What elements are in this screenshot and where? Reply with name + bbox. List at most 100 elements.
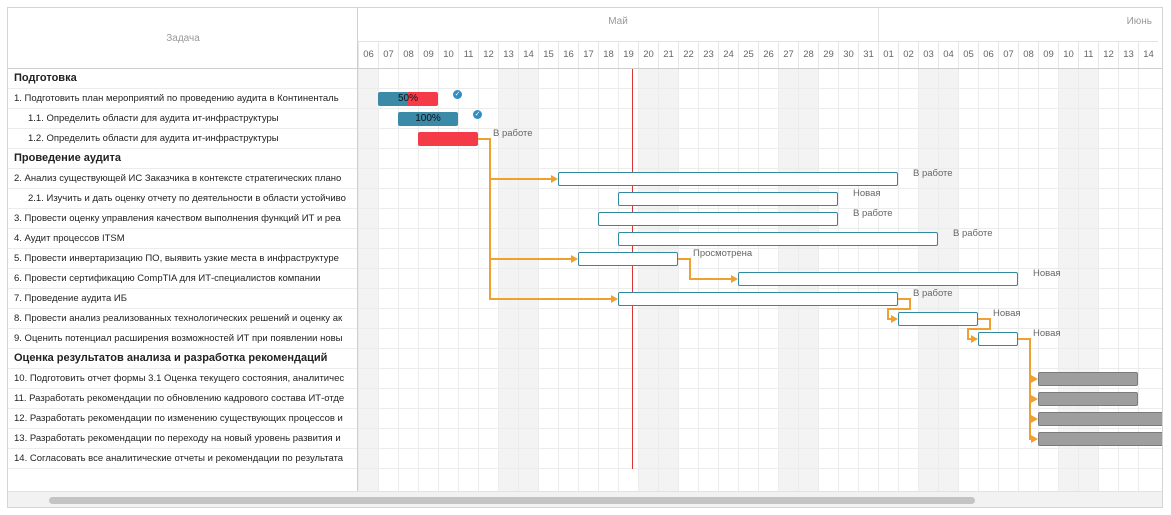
day-label: 22 [678, 42, 698, 69]
dependency-link [1018, 338, 1036, 380]
day-column [538, 69, 558, 491]
task-row[interactable]: 11. Разработать рекомендации по обновлен… [8, 389, 357, 409]
task-status-label: Новая [993, 308, 1021, 319]
task-row[interactable]: 13. Разработать рекомендации по переходу… [8, 429, 357, 449]
task-bar[interactable] [978, 332, 1018, 346]
day-label: 28 [798, 42, 818, 69]
task-row[interactable]: 8. Провести анализ реализованных техноло… [8, 309, 357, 329]
link-arrow-icon [551, 175, 558, 183]
task-bar[interactable] [618, 192, 838, 206]
task-row[interactable]: 10. Подготовить отчет формы 3.1 Оценка т… [8, 369, 357, 389]
task-bar[interactable] [378, 92, 438, 106]
link-arrow-icon [1031, 415, 1038, 423]
day-label: 18 [598, 42, 618, 69]
day-label: 05 [958, 42, 978, 69]
bar-progress-label: 50% [397, 93, 418, 104]
task-bar[interactable] [1038, 392, 1138, 406]
day-column [1038, 69, 1058, 491]
row-divider [358, 448, 1162, 449]
task-row[interactable]: 12. Разработать рекомендации по изменени… [8, 409, 357, 429]
task-row[interactable]: 2.1. Изучить и дать оценку отчету по дея… [8, 189, 357, 209]
task-row[interactable]: 1.1. Определить области для аудита ит-ин… [8, 109, 357, 129]
task-bar[interactable] [578, 252, 678, 266]
day-column [1118, 69, 1138, 491]
day-column [418, 69, 438, 491]
task-row[interactable]: 1. Подготовить план мероприятий по прове… [8, 89, 357, 109]
day-column [498, 69, 518, 491]
row-divider [358, 468, 1162, 469]
link-arrow-icon [1031, 375, 1038, 383]
task-row[interactable]: 1.2. Определить области для аудита ит-ин… [8, 129, 357, 149]
day-label: 30 [838, 42, 858, 69]
dependency-link [967, 318, 991, 340]
task-row[interactable]: 3. Провести оценку управления качеством … [8, 209, 357, 229]
link-arrow-icon [731, 275, 738, 283]
task-bar[interactable] [398, 112, 458, 126]
day-label: 08 [1018, 42, 1038, 69]
day-column [1138, 69, 1158, 491]
task-status-label: Новая [1033, 268, 1061, 279]
row-divider [358, 148, 1162, 149]
day-label: 03 [918, 42, 938, 69]
task-bar[interactable] [738, 272, 1018, 286]
task-status-label: В работе [493, 128, 533, 139]
link-arrow-icon [891, 315, 898, 323]
task-bar[interactable] [598, 212, 838, 226]
day-label: 10 [1058, 42, 1078, 69]
dependency-link [887, 298, 911, 320]
task-bar[interactable] [418, 132, 478, 146]
task-bar[interactable] [618, 232, 938, 246]
row-divider [358, 408, 1162, 409]
day-column [518, 69, 538, 491]
timeline-pane: Май Июнь 06 07 08 09 10 11 12 13 14 15 16 17 18 19 20 21 2… [358, 8, 1162, 491]
day-column [478, 69, 498, 491]
task-bar[interactable] [618, 292, 898, 306]
task-group-row[interactable]: Проведение аудита [8, 149, 357, 169]
task-row[interactable]: 5. Провести инвертаризацию ПО, выявить у… [8, 249, 357, 269]
task-status-label: Новая [1033, 328, 1061, 339]
task-bar[interactable] [898, 312, 978, 326]
task-row[interactable]: 14. Согласовать все аналитические отчеты… [8, 449, 357, 469]
dependency-links [478, 138, 1038, 443]
day-column [378, 69, 398, 491]
day-label: 27 [778, 42, 798, 69]
task-bar[interactable] [1038, 432, 1162, 446]
task-row[interactable]: 2. Анализ существующей ИС Заказчика в ко… [8, 169, 357, 189]
scrollbar-thumb[interactable] [49, 497, 975, 504]
task-bar[interactable] [1038, 372, 1138, 386]
row-divider [358, 88, 1162, 89]
task-row[interactable]: 7. Проведение аудита ИБ [8, 289, 357, 309]
task-group-row[interactable]: Оценка результатов анализа и разработка … [8, 349, 357, 369]
row-divider [358, 288, 1162, 289]
row-divider [358, 108, 1162, 109]
day-label: 13 [498, 42, 518, 69]
day-label: 09 [418, 42, 438, 69]
row-divider [358, 368, 1162, 369]
dependency-link [1018, 338, 1036, 400]
day-label: 26 [758, 42, 778, 69]
link-arrow-icon [611, 295, 618, 303]
task-row[interactable]: 6. Провести сертификацию CompTIA для ИТ-… [8, 269, 357, 289]
day-column [358, 69, 378, 491]
link-arrow-icon [1031, 395, 1038, 403]
link-arrow-icon [571, 255, 578, 263]
row-divider [358, 248, 1162, 249]
task-status-label: В работе [913, 288, 953, 299]
day-column [458, 69, 478, 491]
dependency-link [478, 138, 576, 260]
task-bar[interactable] [558, 172, 898, 186]
task-row[interactable]: 4. Аудит процессов ITSM [8, 229, 357, 249]
task-row[interactable]: 9. Оценить потенциал расширения возможно… [8, 329, 357, 349]
task-column-header[interactable]: Задача [8, 8, 357, 69]
day-label: 24 [718, 42, 738, 69]
task-status-label: В работе [953, 228, 993, 239]
task-group-row[interactable]: Подготовка [8, 69, 357, 89]
day-column [618, 69, 638, 491]
task-bar[interactable] [1038, 412, 1162, 426]
row-divider [358, 128, 1162, 129]
link-arrow-icon [971, 335, 978, 343]
month-label: Май [358, 8, 878, 42]
day-label: 23 [698, 42, 718, 69]
check-icon: ✓ [473, 110, 482, 119]
horizontal-scrollbar[interactable] [8, 491, 1162, 507]
